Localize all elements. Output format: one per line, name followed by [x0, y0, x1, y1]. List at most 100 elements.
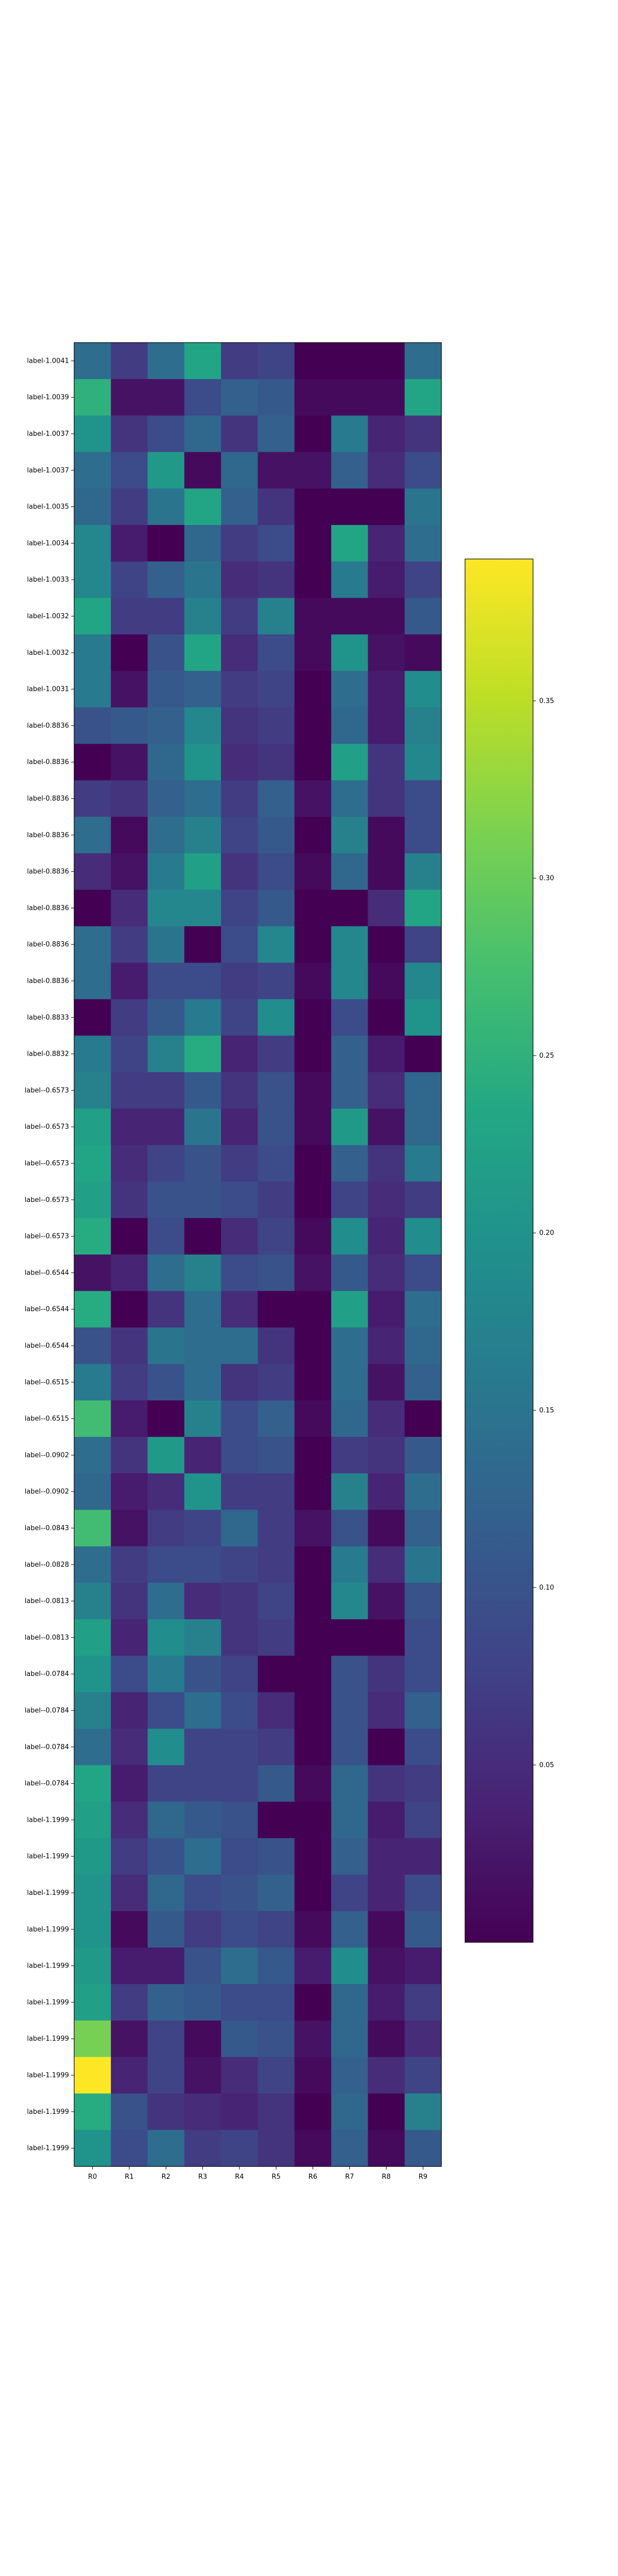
heatmap-cell: [294, 1546, 332, 1583]
heatmap-cell: [258, 379, 295, 416]
heatmap-cell: [147, 1510, 185, 1547]
heatmap-cell: [221, 1911, 259, 1948]
heatmap-cell: [74, 1510, 111, 1547]
heatmap-cell: [404, 2130, 442, 2167]
y-tick-label: label-1.0035: [27, 503, 69, 511]
heatmap-cell: [147, 853, 185, 890]
heatmap-cell: [184, 634, 221, 671]
heatmap-cell: [368, 1400, 405, 1437]
colorbar-tick-label: 0.10: [539, 1584, 554, 1592]
heatmap-cell: [184, 1218, 221, 1255]
heatmap-cell: [368, 1327, 405, 1364]
heatmap-cell: [111, 1036, 148, 1073]
heatmap-cell: [258, 1692, 295, 1729]
heatmap-cell: [147, 2093, 185, 2130]
heatmap-cell: [294, 2057, 332, 2094]
heatmap-cell: [331, 488, 368, 526]
heatmap-cell: [368, 1911, 405, 1948]
heatmap-cell: [74, 890, 111, 927]
heatmap-cell: [294, 1655, 332, 1693]
heatmap-cell: [184, 2130, 221, 2167]
y-tick-label: label-0.8836: [27, 977, 69, 985]
heatmap-cell: [221, 561, 259, 599]
heatmap-cell: [147, 488, 185, 526]
heatmap-cell: [404, 1802, 442, 1839]
heatmap-cell: [404, 343, 442, 380]
heatmap-cell: [74, 343, 111, 380]
y-tick-label: label-1.0031: [27, 686, 69, 693]
heatmap-cell: [258, 1874, 295, 1911]
heatmap-cell: [111, 2130, 148, 2167]
heatmap-cell: [294, 671, 332, 708]
y-tick-label: label-1.1999: [27, 1998, 69, 2006]
heatmap-cell: [111, 1728, 148, 1766]
y-tick-label: label--0.6515: [25, 1415, 69, 1423]
heatmap-cell: [258, 1655, 295, 1693]
heatmap-cell: [184, 962, 221, 999]
heatmap-cell: [221, 817, 259, 854]
heatmap-cell: [404, 1181, 442, 1218]
heatmap-cell: [368, 999, 405, 1036]
y-tick-label: label--0.6515: [25, 1379, 69, 1386]
heatmap-cell: [404, 1583, 442, 1620]
y-tick-label: label--0.0902: [25, 1451, 69, 1459]
heatmap-cell: [404, 1036, 442, 1073]
heatmap-cell: [258, 1218, 295, 1255]
y-tick-label: label-0.8836: [27, 722, 69, 730]
heatmap-cell: [258, 561, 295, 599]
heatmap-cell: [147, 379, 185, 416]
heatmap-cell: [74, 1108, 111, 1146]
heatmap-cell: [258, 926, 295, 963]
heatmap-cell: [331, 1984, 368, 2021]
heatmap-cell: [404, 707, 442, 744]
heatmap-cell: [74, 1911, 111, 1948]
heatmap-cell: [368, 2093, 405, 2130]
heatmap-cell: [221, 853, 259, 890]
heatmap-cell: [111, 415, 148, 452]
heatmap-cell: [258, 2020, 295, 2058]
heatmap-cell: [221, 452, 259, 489]
heatmap-cell: [331, 379, 368, 416]
x-tick-label: R9: [419, 2173, 427, 2181]
y-tick-label: label-0.8832: [27, 1050, 69, 1058]
heatmap-cell: [404, 1911, 442, 1948]
heatmap-cell: [74, 1181, 111, 1218]
heatmap-cell: [147, 2057, 185, 2094]
heatmap-cell: [404, 1874, 442, 1911]
heatmap-cell: [404, 962, 442, 999]
heatmap-cell: [111, 1911, 148, 1948]
heatmap-cell: [147, 561, 185, 599]
y-tick-label: label-1.1999: [27, 2108, 69, 2116]
heatmap-cell: [147, 743, 185, 781]
heatmap-cell: [368, 561, 405, 599]
heatmap-cell: [221, 962, 259, 999]
heatmap-cell: [74, 1255, 111, 1292]
heatmap-cell: [184, 743, 221, 781]
y-tick-label: label--0.0784: [25, 1707, 69, 1715]
heatmap-cell: [368, 743, 405, 781]
heatmap-cell: [147, 1291, 185, 1328]
heatmap-cell: [331, 1437, 368, 1474]
heatmap-cell: [184, 379, 221, 416]
heatmap-cell: [294, 561, 332, 599]
heatmap-cell: [294, 379, 332, 416]
heatmap-cell: [111, 1145, 148, 1182]
heatmap-cell: [147, 1145, 185, 1182]
heatmap-cell: [74, 415, 111, 452]
heatmap-cell: [294, 926, 332, 963]
heatmap-cell: [368, 1838, 405, 1875]
heatmap-cell: [147, 452, 185, 489]
heatmap-cell: [184, 415, 221, 452]
heatmap-cell: [221, 1728, 259, 1766]
heatmap-cell: [404, 1728, 442, 1766]
heatmap-cell: [294, 1327, 332, 1364]
heatmap-cell: [404, 1692, 442, 1729]
heatmap-cell: [258, 2057, 295, 2094]
heatmap-cell: [147, 1108, 185, 1146]
heatmap-cell: [258, 1437, 295, 1474]
heatmap-cell: [111, 1546, 148, 1583]
heatmap-cell: [184, 1181, 221, 1218]
heatmap-cell: [147, 1473, 185, 1511]
heatmap-cell: [404, 780, 442, 817]
